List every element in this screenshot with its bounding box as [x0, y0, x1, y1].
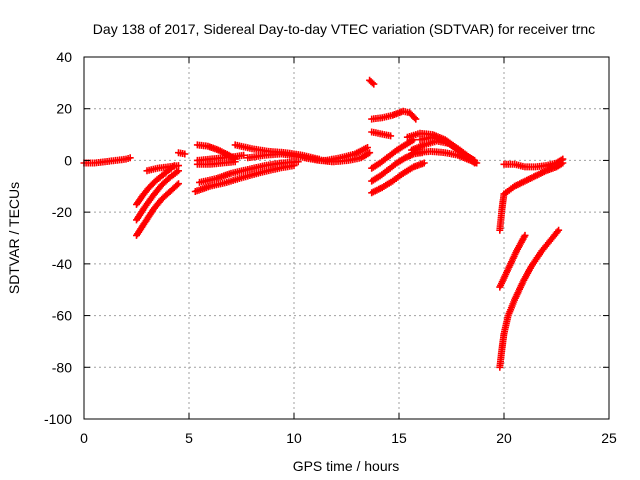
y-tick-label: -100: [44, 411, 72, 427]
x-tick-label: 15: [391, 430, 407, 446]
y-tick-label: -80: [52, 359, 72, 375]
data-points: [80, 76, 567, 371]
series-arc-06: [175, 149, 189, 158]
x-axis-label: GPS time / hours: [293, 458, 400, 474]
series-arc-10: [191, 162, 298, 195]
series-arc-29: [496, 231, 529, 291]
series-arc-18: [368, 128, 395, 140]
series-arc-09: [193, 158, 239, 168]
plot-frame: [83, 56, 610, 420]
series-arc-08: [193, 151, 248, 164]
x-tick-label: 20: [496, 430, 512, 446]
x-tick-label: 10: [286, 430, 302, 446]
chart-title: Day 138 of 2017, Sidereal Day-to-day VTE…: [93, 21, 595, 37]
x-tick-label: 0: [80, 430, 88, 446]
y-tick-label: 20: [56, 101, 72, 117]
y-tick-label: 0: [64, 152, 72, 168]
series-arc-27: [500, 159, 567, 198]
series-arc-24: [412, 147, 481, 167]
y-tick-label: -20: [52, 204, 72, 220]
series-arc-26: [496, 190, 508, 234]
series-arc-15: [322, 144, 371, 164]
series-arc-25: [416, 133, 470, 159]
y-tick-label: -60: [52, 308, 72, 324]
y-axis-label: SDTVAR / TECUs: [6, 182, 22, 294]
series-arc-03: [133, 167, 182, 224]
y-tick-label: 40: [56, 49, 72, 65]
series-arc-28: [500, 155, 567, 171]
series-arc-16: [366, 76, 378, 88]
series-arc-04: [133, 180, 182, 239]
series-arc-30: [496, 226, 563, 371]
x-tick-label: 5: [185, 430, 193, 446]
series-arc-05: [143, 162, 182, 175]
series-arc-21: [368, 159, 428, 197]
series-arc-11: [196, 158, 302, 186]
axis-ticks: 0 5 10 15 20 25 -100 -80 -60 -40 -20 0 20 40: [44, 49, 617, 446]
series-arc-17: [368, 107, 420, 123]
y-tick-label: -40: [52, 256, 72, 272]
x-tick-label: 25: [601, 430, 617, 446]
series-arc-19: [368, 136, 418, 172]
